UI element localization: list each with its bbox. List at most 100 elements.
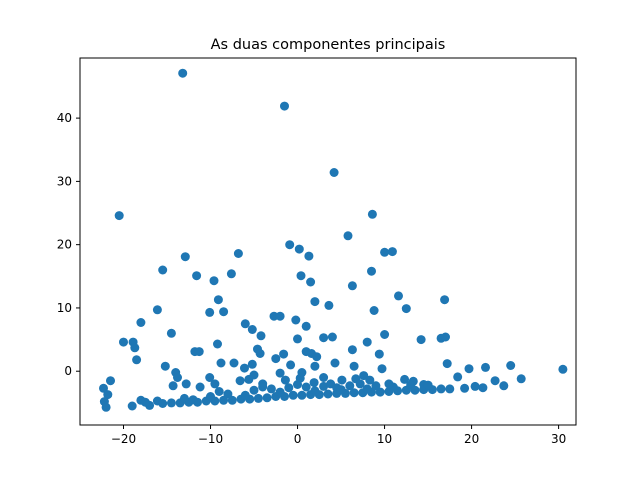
y-tick-label: 10	[57, 301, 72, 315]
scatter-point	[367, 209, 377, 219]
scatter-point	[296, 271, 306, 281]
scatter-point	[343, 231, 353, 241]
scatter-point	[400, 374, 410, 384]
scatter-point	[306, 277, 316, 287]
chart-title: As duas componentes principais	[211, 37, 446, 53]
scatter-point	[436, 384, 446, 394]
scatter-point	[279, 349, 289, 359]
scatter-point	[188, 395, 198, 405]
scatter-point	[255, 349, 265, 358]
scatter-point	[327, 332, 337, 342]
scatter-point	[558, 364, 568, 374]
scatter-point	[178, 68, 188, 78]
scatter-point	[205, 307, 215, 317]
x-tick-label: 0	[294, 432, 302, 446]
scatter-point	[380, 330, 390, 339]
scatter-point	[229, 358, 239, 368]
scatter-point	[349, 388, 359, 398]
scatter-point	[330, 358, 340, 368]
scatter-point	[362, 384, 372, 394]
scatter-point	[375, 387, 385, 397]
scatter-point	[219, 395, 229, 405]
scatter-point	[297, 390, 307, 400]
scatter-point	[337, 375, 347, 385]
scatter-point	[423, 380, 433, 390]
scatter-point	[249, 385, 259, 395]
scatter-point	[136, 318, 146, 327]
scatter-point	[406, 380, 416, 390]
scatter-point	[309, 378, 319, 388]
y-tick-label: 30	[57, 174, 72, 188]
scatter-point	[99, 383, 108, 393]
scatter-point	[266, 384, 276, 394]
scatter-point	[285, 240, 295, 250]
x-tick-label: −10	[198, 432, 223, 446]
scatter-point	[336, 385, 346, 395]
scatter-point	[301, 382, 311, 392]
scatter-point	[247, 359, 257, 369]
scatter-point	[152, 305, 162, 315]
scatter-point	[160, 361, 170, 371]
scatter-point	[310, 361, 320, 371]
scatter-point	[280, 101, 289, 111]
scatter-point	[195, 382, 205, 392]
scatter-point	[284, 383, 294, 393]
scatter-point	[374, 349, 384, 359]
points-layer	[99, 68, 568, 412]
scatter-point	[209, 276, 219, 286]
scatter-point	[114, 211, 124, 221]
scatter-point	[181, 379, 191, 389]
scatter-point	[271, 354, 281, 364]
scatter-point	[329, 168, 339, 177]
scatter-point	[369, 306, 379, 315]
scatter-point	[286, 360, 296, 370]
scatter-point	[310, 386, 320, 396]
scatter-point	[291, 315, 301, 325]
scatter-point	[240, 319, 250, 329]
x-tick-label: 30	[551, 432, 566, 446]
scatter-point	[387, 247, 397, 257]
scatter-point	[453, 372, 463, 382]
scatter-point	[240, 390, 250, 400]
scatter-point	[210, 379, 220, 389]
scatter-point	[247, 325, 257, 334]
y-tick-label: 20	[57, 238, 72, 252]
scatter-point	[275, 387, 285, 397]
scatter-point	[244, 374, 254, 384]
scatter-point	[441, 332, 450, 342]
scatter-point	[470, 381, 480, 391]
scatter-point	[367, 266, 376, 276]
scatter-point	[106, 376, 115, 386]
scatter-point	[214, 387, 224, 396]
scatter-point	[192, 271, 202, 281]
scatter-point	[442, 359, 452, 369]
scatter-point	[179, 393, 189, 403]
scatter-point	[227, 395, 237, 405]
scatter-point	[365, 375, 375, 385]
scatter-point	[253, 393, 263, 403]
scatter-point	[377, 364, 387, 374]
scatter-point	[219, 307, 229, 317]
scatter-point	[301, 321, 311, 331]
scatter-point	[226, 269, 236, 279]
scatter-point	[401, 304, 411, 314]
scatter-point	[101, 402, 111, 412]
scatter-point	[304, 251, 314, 261]
scatter-point	[275, 311, 285, 321]
scatter-point	[481, 362, 490, 372]
scatter-point	[206, 392, 215, 401]
scatter-point	[205, 373, 215, 382]
scatter-point	[345, 381, 355, 391]
scatter-point	[293, 380, 302, 389]
x-tick-label: 10	[377, 432, 392, 446]
scatter-point	[258, 382, 268, 392]
scatter-point	[506, 361, 516, 370]
scatter-point	[168, 381, 178, 391]
scatter-point	[173, 373, 182, 382]
scatter-point	[355, 379, 365, 389]
scatter-point	[293, 334, 302, 344]
scatter-point	[240, 363, 249, 373]
scatter-point	[132, 355, 142, 365]
